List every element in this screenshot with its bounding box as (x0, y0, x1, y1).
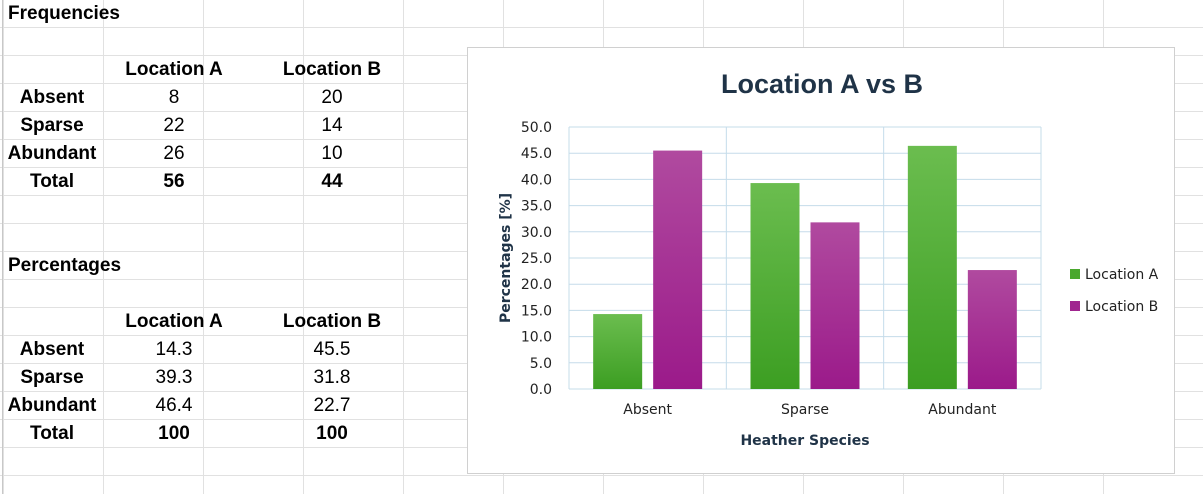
y-tick-label: 30.0 (521, 225, 552, 241)
bar-location-a-absent[interactable] (593, 314, 643, 389)
pct-cell-a[interactable]: 14.3 (155, 339, 193, 360)
pct-col-location-b[interactable]: Location B (282, 311, 382, 332)
x-tick-label: Sparse (781, 402, 829, 418)
x-axis-title: Heather Species (740, 433, 869, 449)
y-tick-label: 20.0 (521, 277, 552, 293)
freq-cell-b[interactable]: 10 (321, 143, 343, 164)
freq-col-location-a[interactable]: Location A (125, 59, 223, 80)
y-tick-label: 35.0 (521, 199, 552, 215)
freq-cell-a[interactable]: 26 (163, 143, 185, 164)
bar-location-a-abundant[interactable] (907, 145, 957, 389)
y-tick-label: 5.0 (530, 356, 552, 372)
y-tick-label: 45.0 (521, 146, 552, 162)
freq-row-label[interactable]: Abundant (7, 143, 97, 164)
bar-location-b-absent[interactable] (653, 150, 703, 389)
y-tick-label: 10.0 (521, 330, 552, 346)
pct-row-label[interactable]: Abundant (7, 395, 97, 416)
pct-cell-b[interactable]: 45.5 (313, 339, 351, 360)
chart-container[interactable]: Location A vs B 0.0 5.0 10.0 15.0 20.0 25.0 30… (467, 47, 1175, 474)
y-tick-label: 40.0 (521, 172, 552, 188)
percentages-title[interactable]: Percentages (8, 255, 122, 276)
bar-chart: Location A vs B 0.0 5.0 10.0 15.0 20.0 25.0 30… (498, 69, 1159, 449)
freq-cell-a[interactable]: 8 (168, 87, 180, 108)
freq-cell-a[interactable]: 22 (163, 115, 185, 136)
freq-cell-b[interactable]: 14 (321, 115, 343, 136)
freq-total-a[interactable]: 56 (163, 171, 185, 192)
pct-col-location-a[interactable]: Location A (125, 311, 223, 332)
bar-location-b-abundant[interactable] (967, 270, 1017, 389)
freq-row-label[interactable]: Absent (19, 87, 85, 108)
freq-total-b[interactable]: 44 (321, 171, 343, 192)
pct-cell-a[interactable]: 46.4 (155, 395, 193, 416)
legend-label: Location A (1085, 267, 1159, 283)
legend-swatch (1070, 301, 1080, 311)
pct-total-b[interactable]: 100 (316, 423, 348, 444)
x-tick-label: Absent (623, 402, 672, 418)
y-tick-label: 15.0 (521, 303, 552, 319)
y-axis-title: Percentages [%] (498, 193, 514, 323)
pct-total-a[interactable]: 100 (158, 423, 190, 444)
bar-location-a-sparse[interactable] (750, 183, 800, 389)
freq-total-label[interactable]: Total (30, 171, 74, 192)
chart-title: Location A vs B (721, 69, 923, 99)
freq-cell-b[interactable]: 20 (321, 87, 343, 108)
pct-row-label[interactable]: Sparse (20, 367, 84, 388)
sheet-left-border (2, 0, 3, 494)
legend-label: Location B (1085, 299, 1158, 315)
pct-cell-b[interactable]: 31.8 (313, 367, 351, 388)
pct-row-label[interactable]: Absent (19, 339, 85, 360)
y-tick-label: 50.0 (521, 120, 552, 136)
x-tick-label: Abundant (928, 402, 997, 418)
freq-row-label[interactable]: Sparse (20, 115, 84, 136)
pct-cell-b[interactable]: 22.7 (313, 395, 351, 416)
frequencies-title[interactable]: Frequencies (8, 3, 120, 24)
pct-cell-a[interactable]: 39.3 (155, 367, 193, 388)
y-tick-label: 0.0 (530, 382, 552, 398)
bar-location-b-sparse[interactable] (810, 222, 860, 389)
y-tick-label: 25.0 (521, 251, 552, 267)
freq-col-location-b[interactable]: Location B (282, 59, 382, 80)
pct-total-label[interactable]: Total (30, 423, 74, 444)
legend-swatch (1070, 269, 1080, 279)
